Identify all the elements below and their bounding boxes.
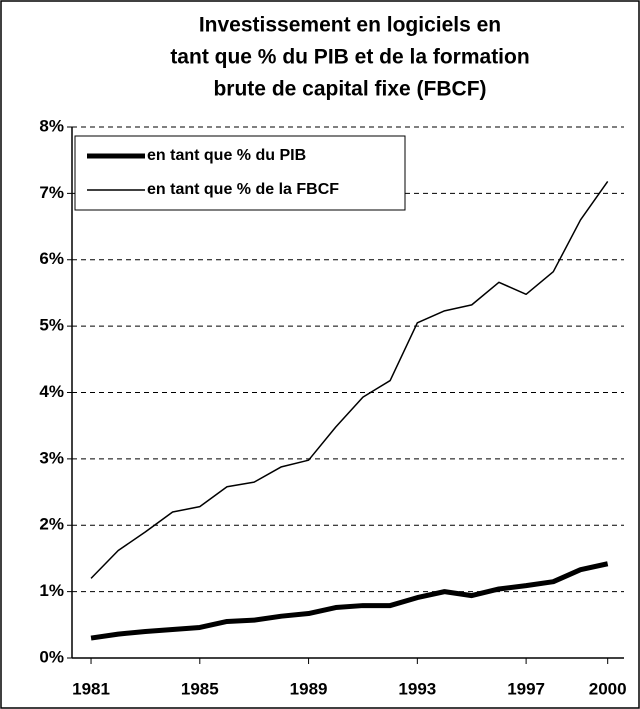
x-tick-label: 1989 (290, 679, 328, 698)
series-line (90, 180, 609, 579)
legend-box (74, 135, 406, 211)
legend-label: en tant que % de la FBCF (147, 181, 339, 198)
legend-label: en tant que % du PIB (147, 147, 306, 164)
x-tick-label: 1985 (181, 679, 219, 698)
y-tick-label: 1% (39, 581, 64, 600)
y-tick-label: 3% (39, 448, 64, 467)
y-tick-label: 7% (39, 183, 64, 202)
y-tick-label: 4% (39, 382, 64, 401)
chart-title: Investissement en logiciels en (199, 14, 501, 37)
series-line (90, 561, 609, 641)
y-tick-label: 6% (39, 249, 64, 268)
x-tick-label: 2000 (589, 679, 627, 698)
x-tick-label: 1993 (398, 679, 436, 698)
chart-title: tant que % du PIB et de la formation (170, 46, 529, 69)
y-tick-label: 2% (39, 515, 64, 534)
y-tick-label: 0% (39, 647, 64, 666)
x-tick-label: 1997 (507, 679, 545, 698)
y-tick-label: 5% (39, 316, 64, 335)
chart-title: brute de capital fixe (FBCF) (213, 78, 486, 101)
y-tick-label: 8% (39, 116, 64, 135)
x-tick-label: 1981 (72, 679, 110, 698)
